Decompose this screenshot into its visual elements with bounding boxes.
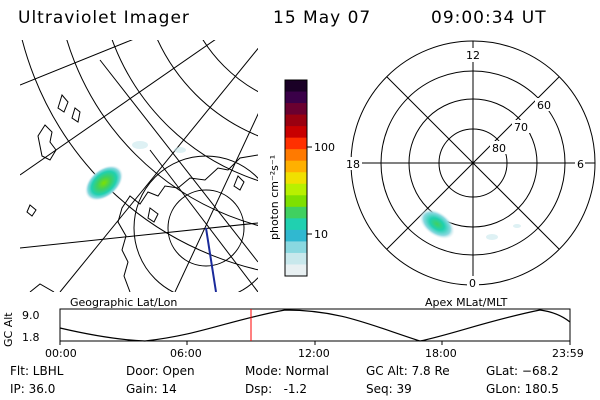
instrument-title: Ultraviolet Imager <box>18 8 190 28</box>
mlt-label-6: 6 <box>577 158 584 171</box>
mlt-12-bg <box>464 48 482 62</box>
timeline-xtick-0000: 00:00 <box>45 347 77 360</box>
right-panel-label: Apex MLat/MLT <box>425 296 508 309</box>
mlt-label-0: 0 <box>469 277 476 290</box>
colorbar-segment <box>285 172 307 185</box>
status-glon: GLon: 180.5 <box>486 382 559 396</box>
mlt-label-18: 18 <box>346 158 360 171</box>
colorbar-segment <box>285 241 307 254</box>
status-gain: Gain: 14 <box>126 382 177 396</box>
colorbar-segment <box>285 264 307 277</box>
geographic-map <box>20 40 258 292</box>
lat-60-bg <box>535 98 553 111</box>
date-label: 15 May 07 <box>273 8 372 28</box>
colorbar-segment <box>285 160 307 173</box>
altitude-timeline: GC Alt 9.0 1.8 00:00 06:00 12:00 18:00 2… <box>2 308 584 360</box>
colorbar-segment <box>285 206 307 219</box>
status-mode: Mode: Normal <box>245 364 329 378</box>
mlt-18-bg <box>344 157 362 170</box>
timeline-xtick-1800: 18:00 <box>425 347 457 360</box>
status-ip: IP: 36.0 <box>10 382 56 396</box>
mlt-6-bg <box>575 157 585 170</box>
colorbar-segment <box>285 252 307 265</box>
timeline-ytick-max: 9.0 <box>22 309 40 322</box>
status-gcalt: GC Alt: 7.8 Re <box>366 364 450 378</box>
timeline-xtick-2359: 23:59 <box>552 347 584 360</box>
lat-80-bg <box>490 141 508 154</box>
colorbar-segment <box>285 114 307 127</box>
colorbar-segment <box>285 183 307 196</box>
colorbar: 100 10 photon cm⁻²s⁻¹ <box>268 79 335 277</box>
timeline-ytick-min: 1.8 <box>22 331 40 344</box>
status-door: Door: Open <box>126 364 195 378</box>
colorbar-segment <box>285 195 307 208</box>
mlt-0-bg <box>467 276 479 289</box>
lat-70-bg <box>512 120 530 133</box>
status-dsp: Dsp: -1.2 <box>245 382 308 396</box>
colorbar-tick-10: 10 <box>314 228 328 241</box>
colorbar-segment <box>285 80 307 93</box>
left-panel-label: Geographic Lat/Lon <box>70 296 177 309</box>
timeline-xtick-1200: 12:00 <box>298 347 330 360</box>
polar-map <box>350 40 596 286</box>
colorbar-segment <box>285 149 307 162</box>
mlt-label-12: 12 <box>466 49 480 62</box>
colorbar-segment <box>285 137 307 150</box>
timeline-xtick-0600: 06:00 <box>170 347 202 360</box>
status-glat: GLat: −68.2 <box>486 364 559 378</box>
colorbar-segment <box>285 126 307 139</box>
lat-label-70: 70 <box>514 121 528 134</box>
colorbar-label: photon cm⁻²s⁻¹ <box>268 155 281 240</box>
status-seq: Seq: 39 <box>366 382 412 396</box>
colorbar-segment <box>285 229 307 242</box>
colorbar-segment <box>285 91 307 104</box>
colorbar-tick-100: 100 <box>314 141 335 154</box>
lat-label-80: 80 <box>492 142 506 155</box>
colorbar-segment <box>285 103 307 116</box>
time-label: 09:00:34 UT <box>431 8 547 28</box>
timeline-ylabel: GC Alt <box>2 312 15 347</box>
colorbar-segment <box>285 218 307 231</box>
lat-label-60: 60 <box>537 99 551 112</box>
status-flt: Flt: LBHL <box>10 364 64 378</box>
